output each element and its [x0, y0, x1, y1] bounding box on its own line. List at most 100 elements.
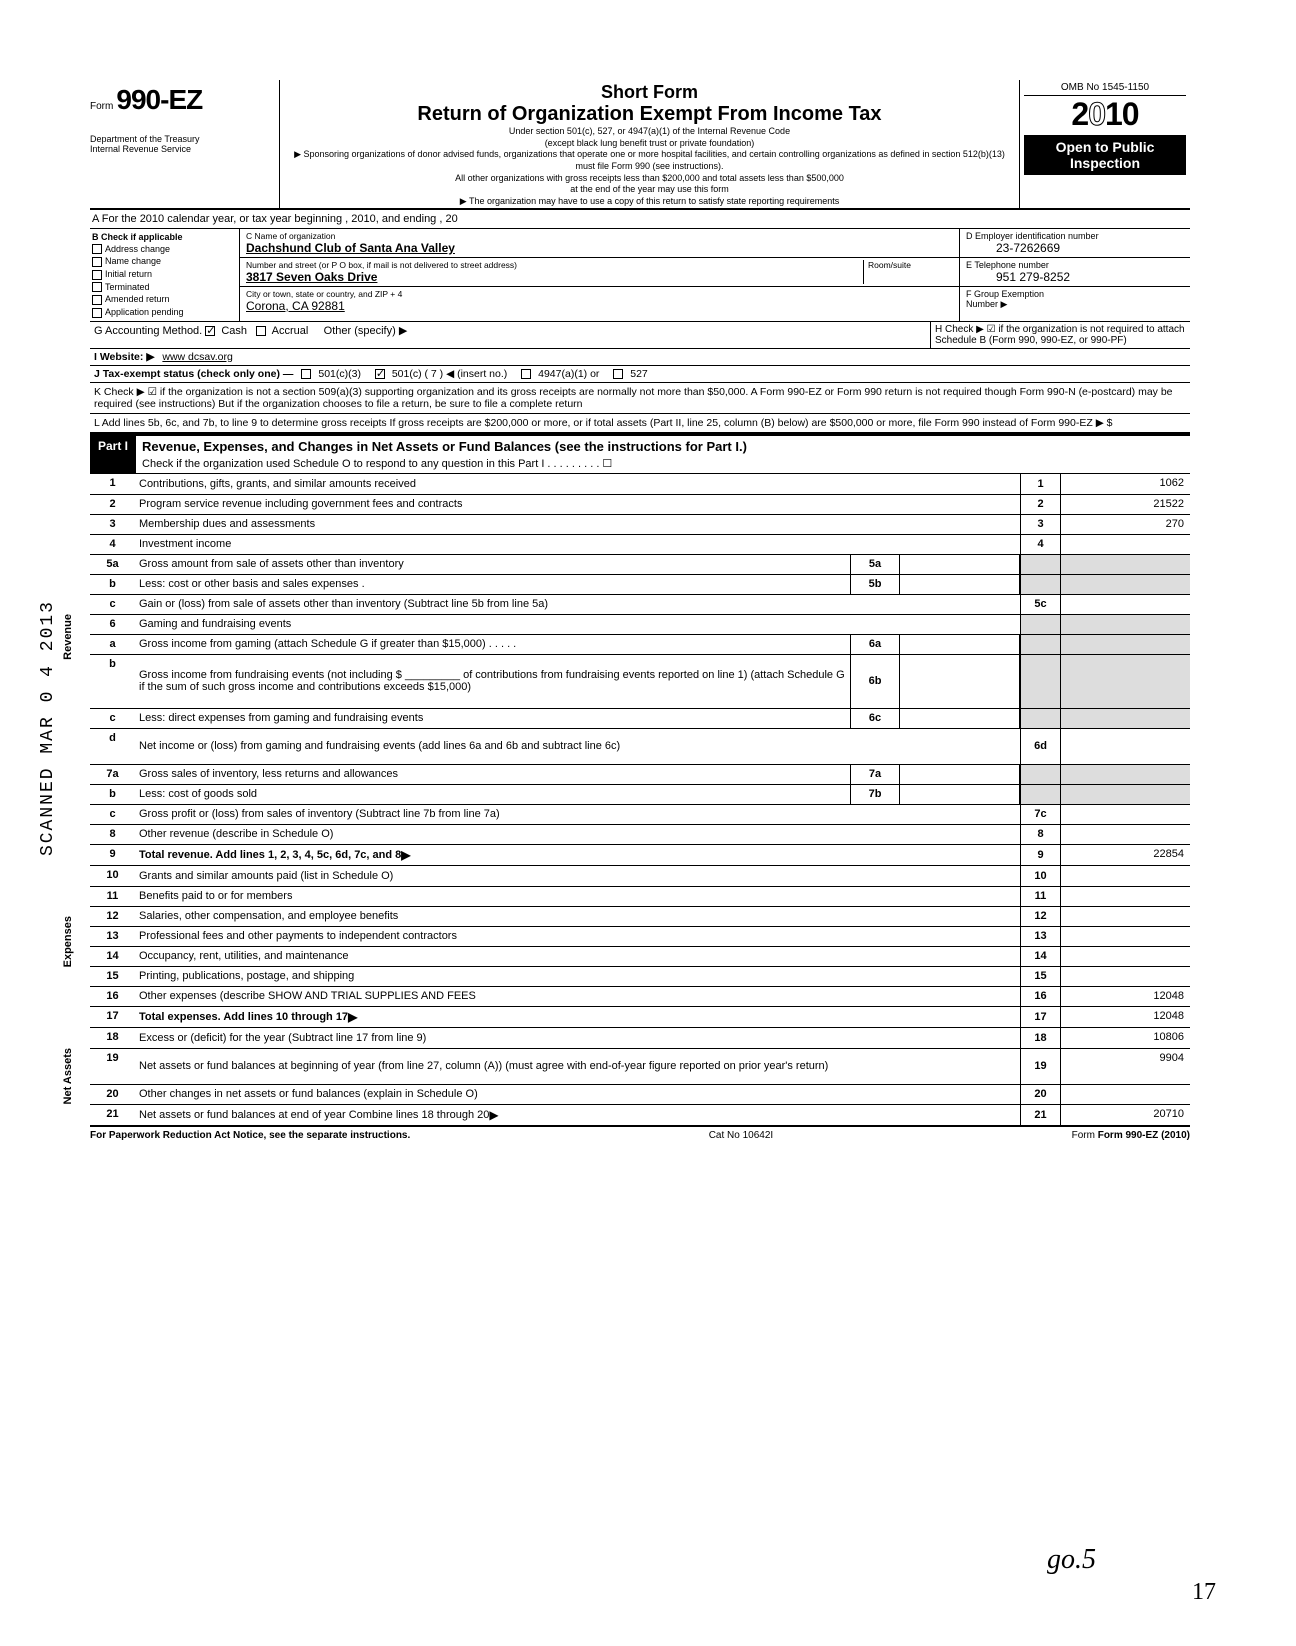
row-l: L Add lines 5b, 6c, and 7b, to line 9 to… — [90, 414, 1190, 434]
inner-num: 7a — [850, 765, 900, 784]
b-amended[interactable]: Amended return — [92, 293, 237, 306]
line-desc: Printing, publications, postage, and shi… — [135, 967, 1020, 986]
line-desc: Gaming and fundraising events — [135, 615, 1020, 634]
line-rnum — [1020, 635, 1060, 654]
line-rnum: 4 — [1020, 535, 1060, 554]
expenses-section: Expenses 10Grants and similar amounts pa… — [90, 866, 1190, 1028]
row-gh: G Accounting Method. Cash Accrual Other … — [90, 322, 1190, 349]
line-rnum: 3 — [1020, 515, 1060, 534]
line-rnum: 9 — [1020, 845, 1060, 865]
checkbox-501c-icon[interactable] — [375, 369, 385, 379]
line-desc: Other changes in net assets or fund bala… — [135, 1085, 1020, 1104]
line-rnum: 15 — [1020, 967, 1060, 986]
line-desc: Less: direct expenses from gaming and fu… — [135, 709, 850, 728]
line-rnum: 18 — [1020, 1028, 1060, 1048]
form-title: Return of Organization Exempt From Incom… — [290, 103, 1009, 126]
line-val — [1060, 655, 1190, 708]
checkbox-icon[interactable] — [92, 270, 102, 280]
b-header: B Check if applicable — [92, 231, 237, 243]
line-val — [1060, 765, 1190, 784]
checkbox-icon[interactable] — [92, 257, 102, 267]
netassets-section: Net Assets 18Excess or (deficit) for the… — [90, 1028, 1190, 1125]
header-center: Short Form Return of Organization Exempt… — [280, 80, 1020, 208]
line-num: 20 — [90, 1085, 135, 1104]
line-val — [1060, 805, 1190, 824]
line-val — [1060, 927, 1190, 946]
footer-left: For Paperwork Reduction Act Notice, see … — [90, 1130, 410, 1141]
line-desc: Occupancy, rent, utilities, and maintena… — [135, 947, 1020, 966]
header-right: OMB No 1545-1150 2010 Open to Public Ins… — [1020, 80, 1190, 208]
form-990ez: Form 990-EZ Department of the Treasury I… — [90, 80, 1190, 1141]
form-number: 990-EZ — [116, 84, 202, 115]
line-desc: Contributions, gifts, grants, and simila… — [135, 474, 1020, 494]
g-accounting: G Accounting Method. Cash Accrual Other … — [90, 322, 930, 348]
line-rnum: 21 — [1020, 1105, 1060, 1125]
line-num: c — [90, 595, 135, 614]
line-num: a — [90, 635, 135, 654]
footer-cat: Cat No 10642I — [709, 1130, 774, 1141]
checkbox-527-icon[interactable] — [613, 369, 623, 379]
line-rnum: 6d — [1020, 729, 1060, 764]
line-num: 11 — [90, 887, 135, 906]
section-bcd: B Check if applicable Address change Nam… — [90, 229, 1190, 322]
checkbox-accrual-icon[interactable] — [256, 326, 266, 336]
checkbox-4947-icon[interactable] — [521, 369, 531, 379]
line-desc: Less: cost of goods sold — [135, 785, 850, 804]
checkbox-icon[interactable] — [92, 308, 102, 318]
b-initial-return[interactable]: Initial return — [92, 268, 237, 281]
checkbox-cash-icon[interactable] — [205, 326, 215, 336]
line-num: 3 — [90, 515, 135, 534]
c-street-label: Number and street (or P O box, if mail i… — [246, 260, 863, 270]
line-rnum: 8 — [1020, 825, 1060, 844]
line-desc: Grants and similar amounts paid (list in… — [135, 866, 1020, 886]
g-accrual: Accrual — [272, 325, 309, 337]
line-desc: Less: cost or other basis and sales expe… — [135, 575, 850, 594]
line-rnum: 5c — [1020, 595, 1060, 614]
line-val: 12048 — [1060, 1007, 1190, 1027]
line-desc: Net assets or fund balances at end of ye… — [135, 1105, 1020, 1125]
b-terminated[interactable]: Terminated — [92, 281, 237, 294]
checkbox-icon[interactable] — [92, 244, 102, 254]
inner-val — [900, 785, 1020, 804]
line-rnum: 14 — [1020, 947, 1060, 966]
line-num: 19 — [90, 1049, 135, 1084]
line-rnum — [1020, 575, 1060, 594]
inner-val — [900, 655, 1020, 708]
checkbox-501c3-icon[interactable] — [301, 369, 311, 379]
line-val: 12048 — [1060, 987, 1190, 1006]
scan-stamp: SCANNED MAR 0 4 2013 — [38, 600, 58, 856]
tel-value: 951 279-8252 — [966, 270, 1184, 284]
line-num: 7a — [90, 765, 135, 784]
website-value: www dcsav.org — [162, 351, 232, 363]
row-k: K Check ▶ ☑ if the organization is not a… — [90, 383, 1190, 414]
b-address-change[interactable]: Address change — [92, 243, 237, 256]
row-j-exempt: J Tax-exempt status (check only one) — 5… — [90, 366, 1190, 383]
col-b-checkboxes: B Check if applicable Address change Nam… — [90, 229, 240, 321]
year-2: 2 — [1071, 96, 1088, 132]
checkbox-icon[interactable] — [92, 282, 102, 292]
line-val — [1060, 729, 1190, 764]
line-val — [1060, 709, 1190, 728]
ein-label: D Employer identification number — [966, 231, 1184, 241]
line-num: 8 — [90, 825, 135, 844]
line-val — [1060, 825, 1190, 844]
b-name-change[interactable]: Name change — [92, 255, 237, 268]
inner-num: 5a — [850, 555, 900, 574]
h-check: H Check ▶ ☑ if the organization is not r… — [930, 322, 1190, 348]
form-header: Form 990-EZ Department of the Treasury I… — [90, 80, 1190, 210]
line-val: 270 — [1060, 515, 1190, 534]
line-val: 9904 — [1060, 1049, 1190, 1084]
short-form: Short Form — [290, 82, 1009, 103]
line-rnum — [1020, 785, 1060, 804]
line-num: 21 — [90, 1105, 135, 1125]
open-inspection: Open to Public Inspection — [1024, 135, 1186, 175]
line-val — [1060, 866, 1190, 886]
checkbox-icon[interactable] — [92, 295, 102, 305]
b-pending[interactable]: Application pending — [92, 306, 237, 319]
line-val: 1062 — [1060, 474, 1190, 494]
expenses-side-label: Expenses — [62, 916, 74, 967]
line-rnum: 2 — [1020, 495, 1060, 514]
footer-right: Form Form 990-EZ (2010) — [1072, 1130, 1190, 1141]
header-left: Form 990-EZ Department of the Treasury I… — [90, 80, 280, 208]
subtitle-5: at the end of the year may use this form — [290, 184, 1009, 196]
